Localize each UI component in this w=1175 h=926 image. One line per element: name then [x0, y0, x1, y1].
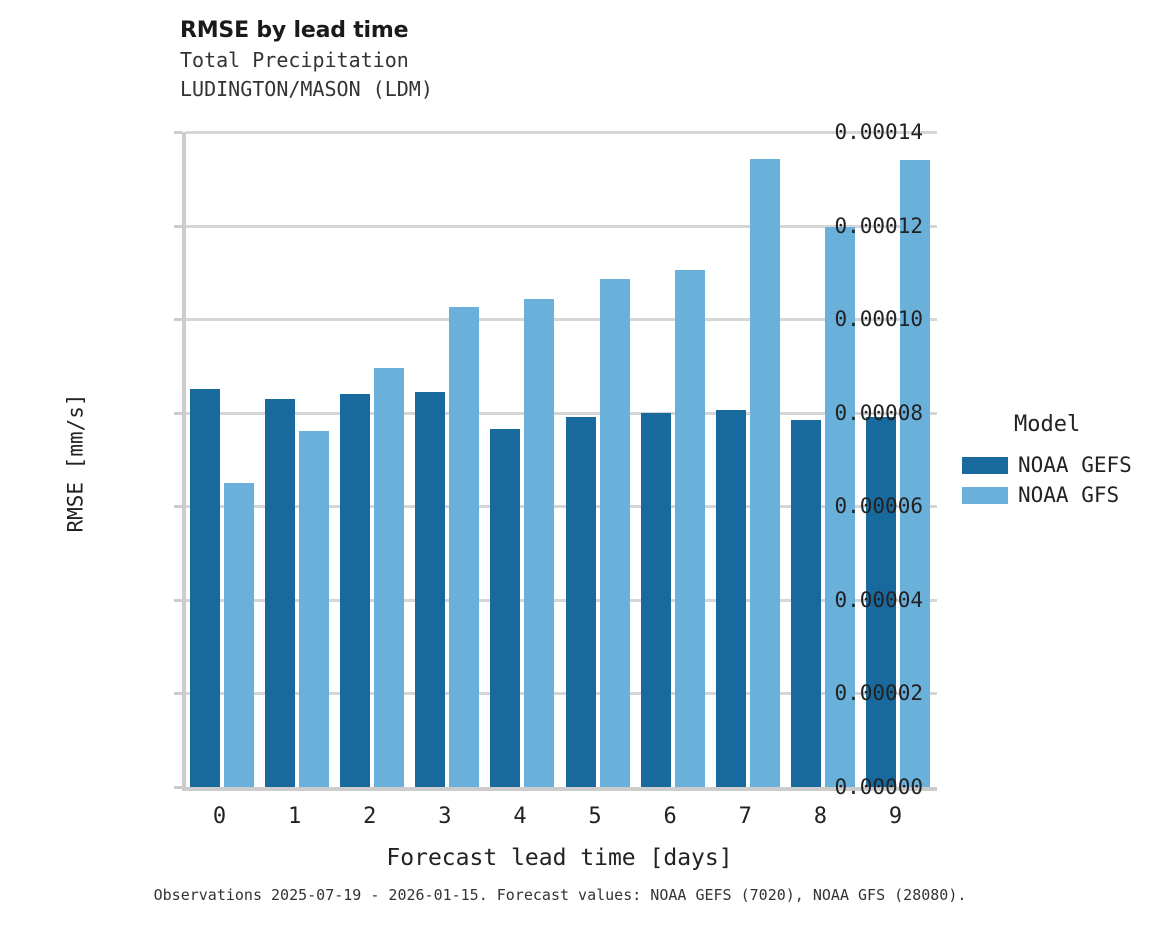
bar-noaa-gefs-day-6[interactable]	[640, 412, 671, 787]
x-tick-label: 2	[363, 804, 377, 829]
x-tick-label: 7	[738, 804, 752, 829]
bar-group	[486, 132, 561, 787]
x-axis-title: Forecast lead time [days]	[386, 845, 733, 871]
y-tick-label: 0.00006	[834, 494, 923, 519]
legend-item-noaa-gfs[interactable]: NOAA GFS	[962, 480, 1172, 510]
legend-title: Model	[1014, 412, 1081, 437]
x-tick-label: 6	[663, 804, 677, 829]
gridline	[186, 692, 937, 696]
x-tick-label: 5	[588, 804, 602, 829]
chart-header: RMSE by lead time Total Precipitation LU…	[180, 16, 940, 104]
y-tick-mark	[174, 598, 182, 602]
legend-label: NOAA GFS	[1018, 482, 1120, 507]
y-tick-mark	[174, 692, 182, 696]
bar-noaa-gfs-day-2[interactable]	[374, 368, 405, 787]
bar-noaa-gfs-day-4[interactable]	[524, 299, 555, 787]
bar-noaa-gefs-day-8[interactable]	[790, 419, 821, 787]
gridline	[186, 598, 937, 602]
plot-inner	[186, 131, 937, 787]
y-tick-mark	[174, 224, 182, 228]
bar-noaa-gfs-day-3[interactable]	[449, 306, 480, 787]
chart-subtitle: Total Precipitation	[180, 48, 409, 72]
legend-label: NOAA GEFS	[1018, 452, 1132, 477]
bar-group	[562, 132, 637, 787]
y-tick-label: 0.00002	[834, 681, 923, 706]
bar-noaa-gefs-day-2[interactable]	[340, 394, 371, 787]
y-tick-mark	[174, 505, 182, 509]
chart-station-label: LUDINGTON/MASON (LDM)	[180, 77, 433, 101]
bar-group	[186, 132, 261, 787]
legend-item-noaa-gefs[interactable]: NOAA GEFS	[962, 450, 1172, 480]
bar-group	[261, 132, 336, 787]
bar-noaa-gefs-day-4[interactable]	[490, 429, 521, 787]
bar-noaa-gfs-day-8[interactable]	[824, 226, 855, 787]
bar-noaa-gfs-day-1[interactable]	[299, 431, 330, 787]
gridline	[186, 131, 937, 134]
y-tick-label: 0.00014	[834, 120, 923, 144]
y-tick-label: 0.00000	[834, 775, 923, 799]
bar-noaa-gefs-day-3[interactable]	[415, 391, 446, 787]
gridline	[186, 505, 937, 509]
bar-group	[336, 132, 411, 787]
y-tick-mark	[174, 411, 182, 415]
y-tick-label: 0.00012	[834, 213, 923, 238]
bar-noaa-gefs-day-9[interactable]	[865, 417, 896, 787]
y-tick-mark	[174, 318, 182, 322]
x-tick-label: 3	[438, 804, 452, 829]
gridline	[186, 318, 937, 322]
x-tick-label: 8	[813, 804, 827, 829]
legend-swatch-icon	[962, 486, 1008, 504]
bar-group	[637, 132, 712, 787]
plot-area: 0.00000 0.00002 0.00004 0.00006 0.00008 0.000…	[174, 122, 937, 798]
bar-noaa-gefs-day-7[interactable]	[715, 410, 746, 787]
bar-noaa-gefs-day-5[interactable]	[565, 417, 596, 787]
bar-group	[787, 132, 862, 787]
legend: Model NOAA GEFS NOAA GFS	[962, 412, 1172, 510]
gridline	[186, 224, 937, 228]
bar-group	[411, 132, 486, 787]
bar-group	[712, 132, 787, 787]
bar-group	[862, 132, 937, 787]
page-title: RMSE by lead time	[180, 18, 409, 43]
x-tick-label: 4	[513, 804, 527, 829]
legend-items: NOAA GEFS NOAA GFS	[962, 450, 1172, 510]
y-axis-title: RMSE [mm/s]	[63, 393, 88, 533]
x-tick-label: 0	[212, 804, 227, 829]
bar-noaa-gfs-day-0[interactable]	[224, 482, 254, 787]
bar-noaa-gefs-day-0[interactable]	[190, 389, 220, 787]
x-tick-label: 1	[288, 804, 302, 829]
bar-noaa-gfs-day-7[interactable]	[749, 158, 780, 787]
gridline	[186, 411, 937, 415]
bar-noaa-gfs-day-9[interactable]	[899, 160, 930, 787]
bar-noaa-gfs-day-6[interactable]	[674, 269, 705, 787]
bar-noaa-gfs-day-5[interactable]	[599, 279, 630, 787]
y-tick-label: 0.00008	[834, 400, 923, 425]
y-tick-mark	[174, 786, 182, 789]
y-tick-label: 0.00004	[834, 587, 923, 612]
legend-swatch-icon	[962, 456, 1008, 474]
bar-noaa-gefs-day-1[interactable]	[265, 398, 296, 787]
y-tick-mark	[174, 131, 182, 134]
y-tick-label: 0.00010	[834, 307, 923, 332]
x-tick-label: 9	[888, 804, 903, 829]
footer-caption: Observations 2025-07-19 - 2026-01-15. Fo…	[153, 886, 967, 904]
